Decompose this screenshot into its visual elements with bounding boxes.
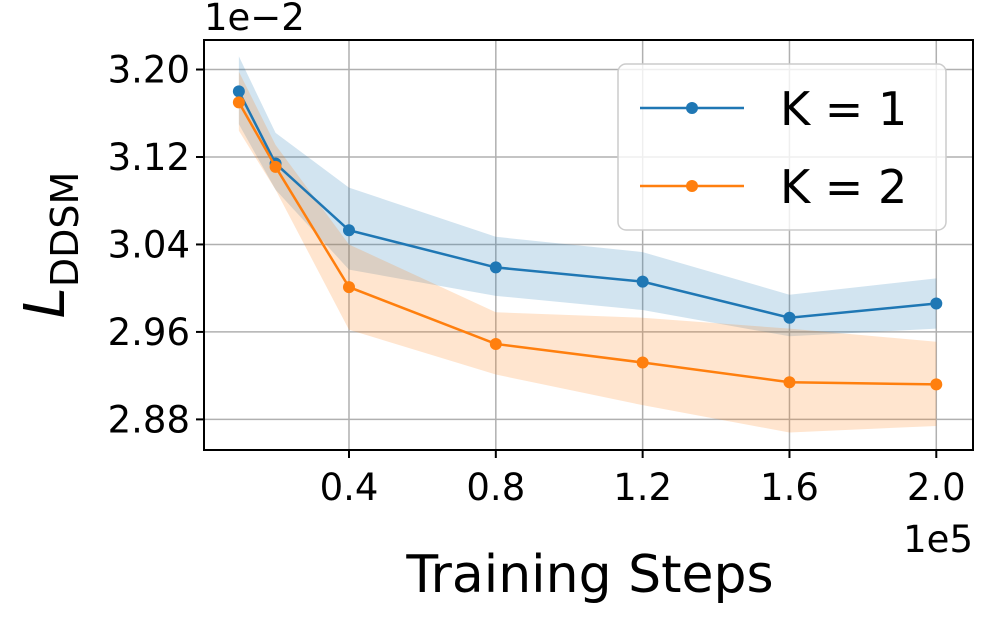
x-tick-label: 1.2 <box>613 466 672 509</box>
y-tick-label: 2.96 <box>108 311 190 354</box>
data-point <box>636 356 649 369</box>
legend: K = 1 K = 2 <box>617 63 947 231</box>
y-axis-label-sub: DDSM <box>43 172 87 287</box>
y-axis-label-main: L <box>13 287 78 318</box>
data-point <box>232 96 245 109</box>
data-point <box>783 311 796 324</box>
data-point <box>489 337 502 350</box>
band-2 <box>238 71 937 433</box>
y-offset-label: 1e−2 <box>204 0 305 39</box>
x-tick-label: 0.8 <box>466 466 525 509</box>
legend-marker-1 <box>686 102 698 114</box>
data-point <box>342 281 355 294</box>
y-tick-label: 3.20 <box>108 49 190 92</box>
band-1 <box>238 56 937 337</box>
x-tick-label: 1.6 <box>760 466 819 509</box>
data-point <box>930 378 943 391</box>
data-point <box>636 275 649 288</box>
data-point <box>783 376 796 389</box>
data-point <box>269 160 282 173</box>
legend-box <box>617 63 947 231</box>
legend-marker-2 <box>686 180 698 192</box>
y-tick-label: 2.88 <box>108 398 190 441</box>
ticks: 0.4 0.8 1.2 1.6 2.0 2.88 2.96 3.04 3.12 3.20 <box>108 49 966 509</box>
x-offset-label: 1e5 <box>903 518 973 561</box>
data-point <box>930 297 943 310</box>
x-tick-label: 0.4 <box>320 466 379 509</box>
y-tick-label: 3.04 <box>108 223 190 266</box>
legend-label-2: K = 2 <box>780 160 907 214</box>
data-point <box>342 224 355 237</box>
data-point <box>232 85 245 98</box>
confidence-bands <box>238 56 937 433</box>
series-lines <box>232 85 943 391</box>
legend-label-1: K = 1 <box>780 82 907 136</box>
data-point <box>489 261 502 274</box>
y-axis-label: LDDSM <box>13 172 87 319</box>
x-tick-label: 2.0 <box>907 466 966 509</box>
x-axis-label: Training Steps <box>405 545 773 605</box>
y-tick-label: 3.12 <box>108 136 190 179</box>
